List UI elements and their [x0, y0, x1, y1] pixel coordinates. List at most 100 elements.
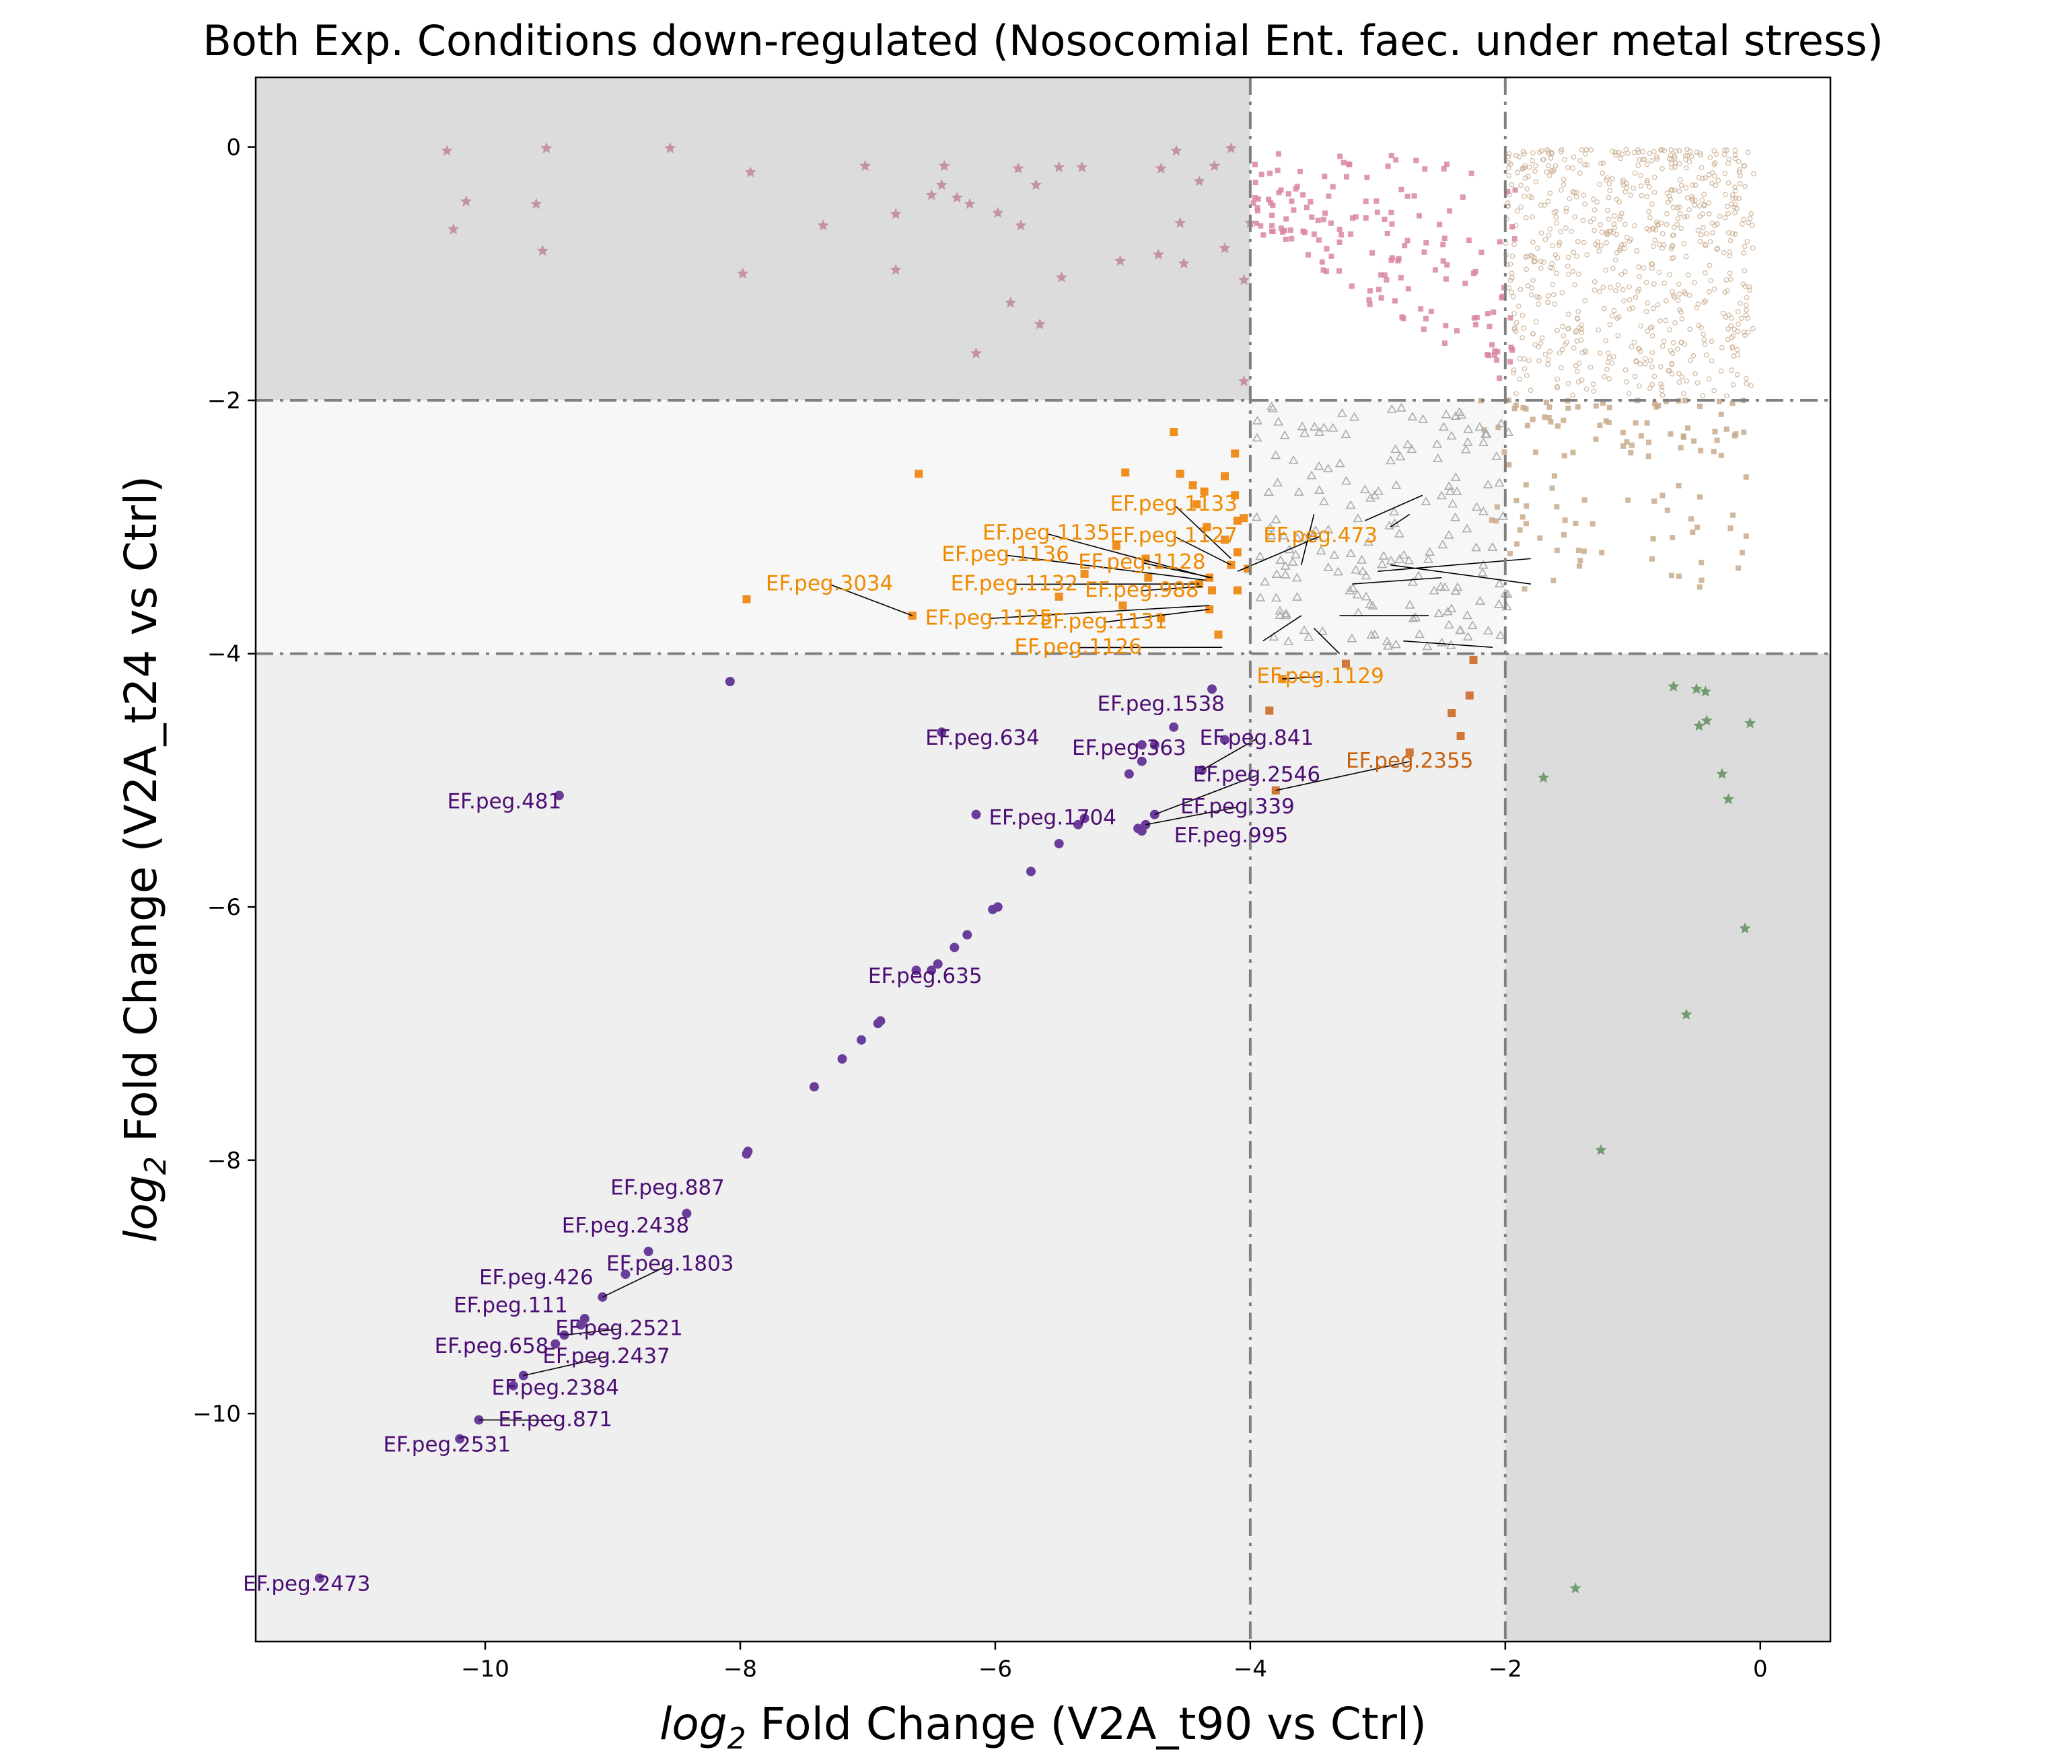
data-point: [1234, 548, 1242, 556]
data-point: [1524, 521, 1529, 526]
data-point: [1688, 516, 1694, 521]
data-point: [1744, 534, 1749, 539]
data-point: [1328, 221, 1334, 226]
data-point: [1253, 180, 1258, 185]
data-point: [1309, 215, 1314, 220]
point-label: EF.peg.1803: [606, 1251, 734, 1276]
chart-title: Both Exp. Conditions down-regulated (Nos…: [203, 16, 1883, 65]
data-point: [1418, 306, 1423, 311]
point-label: EF.peg.426: [479, 1265, 594, 1290]
data-point: [1444, 262, 1450, 268]
data-point: [1442, 340, 1448, 346]
data-point: [1711, 449, 1717, 454]
point-label: EF.peg.2384: [492, 1376, 619, 1400]
data-point: [1495, 505, 1500, 510]
data-point: [1736, 566, 1741, 571]
data-point: [1055, 839, 1064, 848]
data-point: [1388, 210, 1394, 215]
data-point: [1316, 237, 1322, 243]
data-point: [1221, 472, 1229, 480]
data-point: [1393, 157, 1398, 163]
data-point: [1719, 412, 1724, 417]
data-point: [1448, 709, 1456, 717]
data-point: [1417, 213, 1422, 219]
data-point: [1466, 692, 1474, 700]
data-point: [1384, 277, 1389, 283]
data-point: [1406, 286, 1411, 291]
data-point: [1544, 400, 1549, 405]
point-label: EF.peg.988: [1085, 578, 1199, 602]
data-point: [1577, 558, 1583, 563]
data-point: [1502, 449, 1507, 455]
data-point: [1283, 237, 1289, 242]
data-point: [1712, 429, 1717, 434]
data-point: [1118, 601, 1127, 610]
point-label: EF.peg.635: [868, 964, 983, 988]
data-point: [1169, 723, 1178, 732]
data-point: [1508, 344, 1513, 350]
data-point: [1507, 551, 1513, 556]
data-point: [1727, 525, 1733, 531]
data-point: [1554, 504, 1559, 509]
data-point: [1474, 315, 1480, 320]
y-tick-label: −10: [192, 1401, 241, 1428]
data-point: [1176, 470, 1184, 478]
data-point: [1231, 449, 1239, 457]
data-point: [1628, 450, 1633, 455]
data-point: [1367, 288, 1373, 293]
data-point: [1385, 231, 1390, 236]
data-point: [1346, 161, 1351, 167]
point-label: EF.peg.2531: [383, 1433, 510, 1457]
data-point: [1350, 215, 1355, 221]
data-point: [1269, 229, 1275, 234]
data-point: [1378, 272, 1384, 278]
data-point: [1699, 560, 1704, 565]
point-label: EF.peg.1127: [1110, 523, 1237, 548]
data-point: [1189, 481, 1197, 489]
data-point: [1348, 231, 1353, 237]
data-point: [915, 470, 923, 478]
data-point: [1524, 503, 1529, 509]
data-point: [1524, 482, 1529, 488]
data-point: [1690, 529, 1695, 535]
data-point: [1522, 586, 1528, 591]
data-point: [1691, 439, 1696, 444]
data-point: [1533, 449, 1538, 455]
data-point: [1336, 268, 1342, 274]
point-label: EF.peg.2437: [542, 1344, 670, 1368]
point-label: EF.peg.634: [925, 726, 1040, 750]
data-point: [1457, 732, 1465, 740]
data-point: [1376, 287, 1382, 292]
x-tick-label: −2: [1489, 1656, 1522, 1683]
data-point: [1322, 211, 1328, 216]
x-axis-label: log2 Fold Change (V2A_t90 vs Ctrl): [659, 1698, 1427, 1756]
data-point: [1447, 208, 1452, 213]
data-point: [1741, 430, 1746, 435]
x-tick-label: −4: [1234, 1656, 1267, 1683]
data-point: [1280, 229, 1285, 235]
x-tick-label: −8: [723, 1656, 757, 1683]
data-point: [1265, 706, 1273, 714]
data-point: [1369, 250, 1375, 256]
data-point: [1550, 486, 1555, 491]
data-point: [1454, 328, 1460, 334]
data-point: [1506, 462, 1511, 468]
data-point: [1633, 420, 1639, 426]
data-point: [1599, 550, 1604, 555]
data-point: [1590, 521, 1596, 527]
y-axis-ticks: 0−2−4−6−8−10: [192, 135, 256, 1428]
data-point: [1646, 440, 1651, 445]
data-point: [1659, 492, 1665, 498]
data-point: [1537, 536, 1542, 541]
data-point: [1489, 342, 1495, 347]
data-point: [1507, 359, 1513, 365]
data-point: [1478, 250, 1484, 255]
data-point: [1497, 375, 1502, 381]
data-point: [1665, 507, 1670, 513]
data-point: [950, 943, 959, 952]
data-point: [1676, 483, 1682, 488]
data-point: [1676, 574, 1682, 579]
data-point: [1582, 497, 1587, 503]
data-point: [1412, 193, 1417, 198]
